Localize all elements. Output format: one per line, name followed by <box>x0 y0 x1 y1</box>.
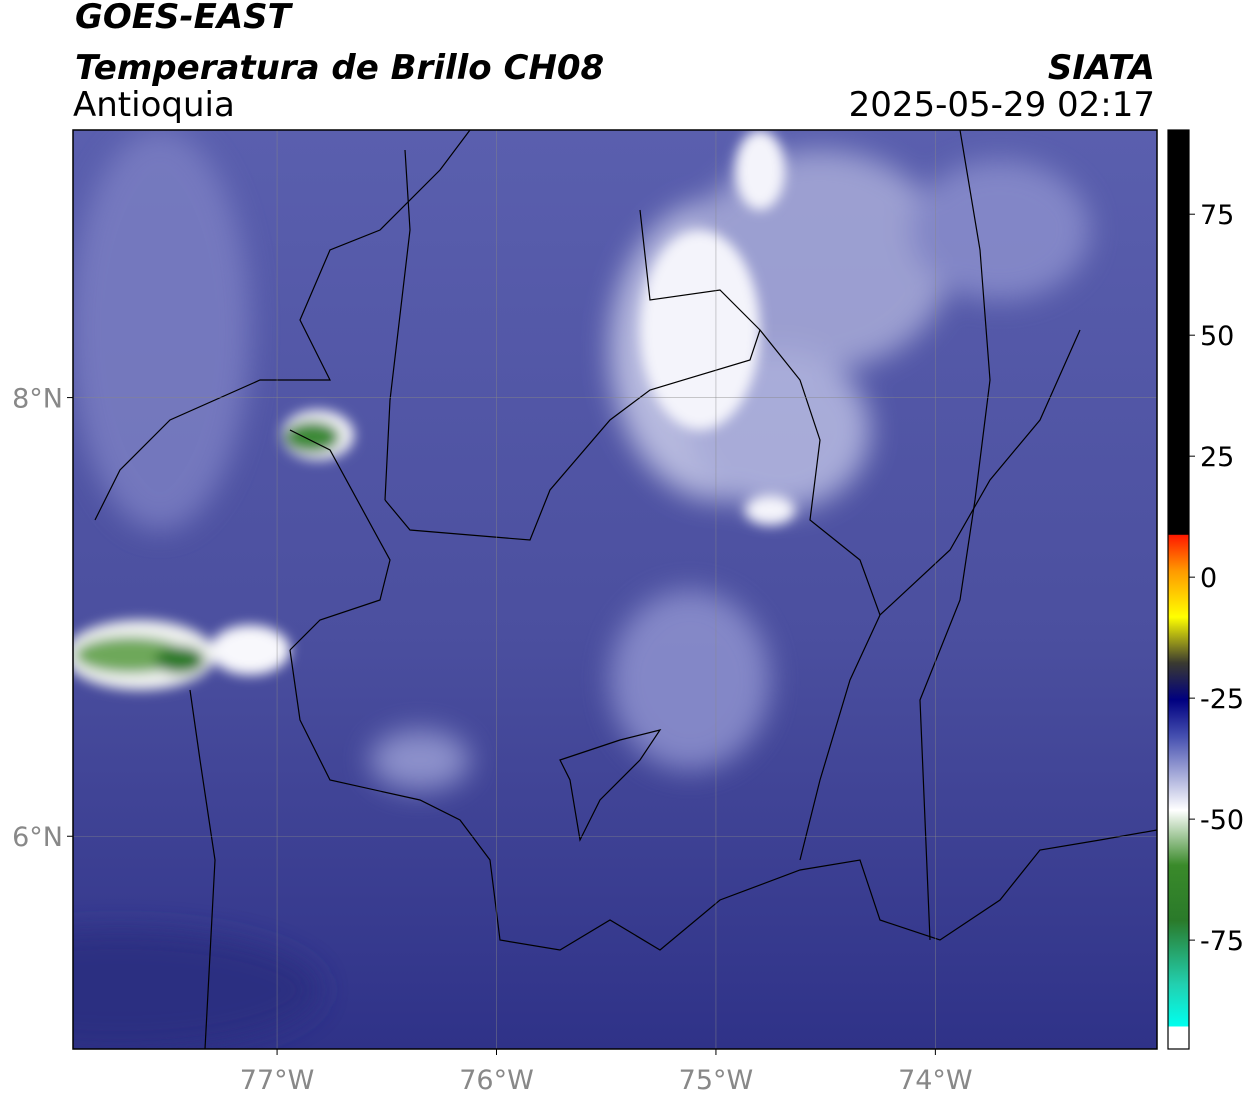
datetime: 2025-05-29 02:17 <box>849 85 1155 125</box>
colorbar-label: 75 <box>1200 200 1234 231</box>
map-frame <box>72 129 1158 1050</box>
x-tick-label: 76°W <box>459 1065 534 1096</box>
y-tick-label: 6°N <box>12 822 63 853</box>
x-tick-label: 77°W <box>240 1065 315 1096</box>
satellite-field <box>73 130 1157 1049</box>
colorbar-label: -25 <box>1200 684 1244 715</box>
brand: SIATA <box>1048 48 1155 88</box>
colorbar-label: -50 <box>1200 805 1244 836</box>
colorbar <box>1167 129 1190 1050</box>
graticule <box>73 130 1157 1049</box>
colorbar-label: -75 <box>1200 926 1244 957</box>
y-tick-label: 8°N <box>12 384 63 415</box>
colorbar-label: 0 <box>1200 563 1217 594</box>
source: GOES-EAST <box>75 0 294 37</box>
region: Antioquia <box>73 85 235 125</box>
x-tick-label: 75°W <box>679 1065 754 1096</box>
x-tick-label: 74°W <box>898 1065 973 1096</box>
title: Temperatura de Brillo CH08 <box>75 48 604 88</box>
colorbar-label: 25 <box>1200 442 1234 473</box>
colorbar-label: 50 <box>1200 321 1234 352</box>
